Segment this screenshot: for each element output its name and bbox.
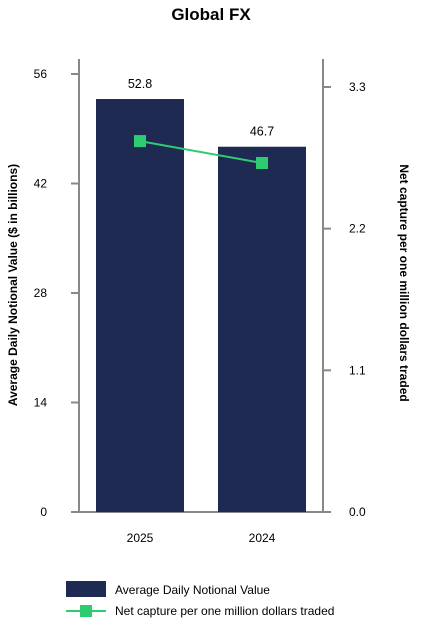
bar (218, 146, 306, 512)
right-axis-ticks: 0.0 1.1 2.2 3.3 (323, 80, 366, 519)
line-marker (134, 135, 146, 148)
bar-series: 52.8 46.7 (96, 77, 306, 513)
chart-title: Global FX (171, 5, 251, 24)
legend-label-line: Net capture per one million dollars trad… (115, 604, 334, 618)
right-tick-label: 2.2 (349, 222, 366, 236)
right-tick-label: 0.0 (349, 505, 366, 519)
left-tick-label: 56 (34, 67, 48, 81)
legend-swatch-bar (66, 581, 106, 597)
x-axis-ticks: 2025 2024 (127, 531, 276, 545)
line-marker (256, 156, 268, 169)
left-tick-label: 28 (34, 286, 48, 300)
left-axis-label: Average Daily Notional Value ($ in billi… (6, 164, 20, 406)
left-tick-label: 0 (40, 505, 47, 519)
bar (96, 99, 184, 513)
bar-data-label: 46.7 (250, 125, 274, 139)
right-axis-label: Net capture per one million dollars trad… (397, 164, 411, 401)
line-series (134, 135, 268, 169)
left-tick-label: 14 (34, 396, 48, 410)
legend-label-bar: Average Daily Notional Value (115, 583, 270, 597)
legend-swatch-marker (80, 605, 92, 617)
bar-data-label: 52.8 (128, 77, 152, 91)
x-tick-label: 2025 (127, 531, 154, 545)
x-tick-label: 2024 (249, 531, 276, 545)
left-axis-ticks: 0 14 28 42 56 (34, 67, 79, 519)
right-tick-label: 1.1 (349, 363, 366, 377)
right-tick-label: 3.3 (349, 80, 366, 94)
left-tick-label: 42 (34, 177, 48, 191)
legend: Average Daily Notional Value Net capture… (66, 581, 334, 618)
series-line (139, 140, 263, 164)
